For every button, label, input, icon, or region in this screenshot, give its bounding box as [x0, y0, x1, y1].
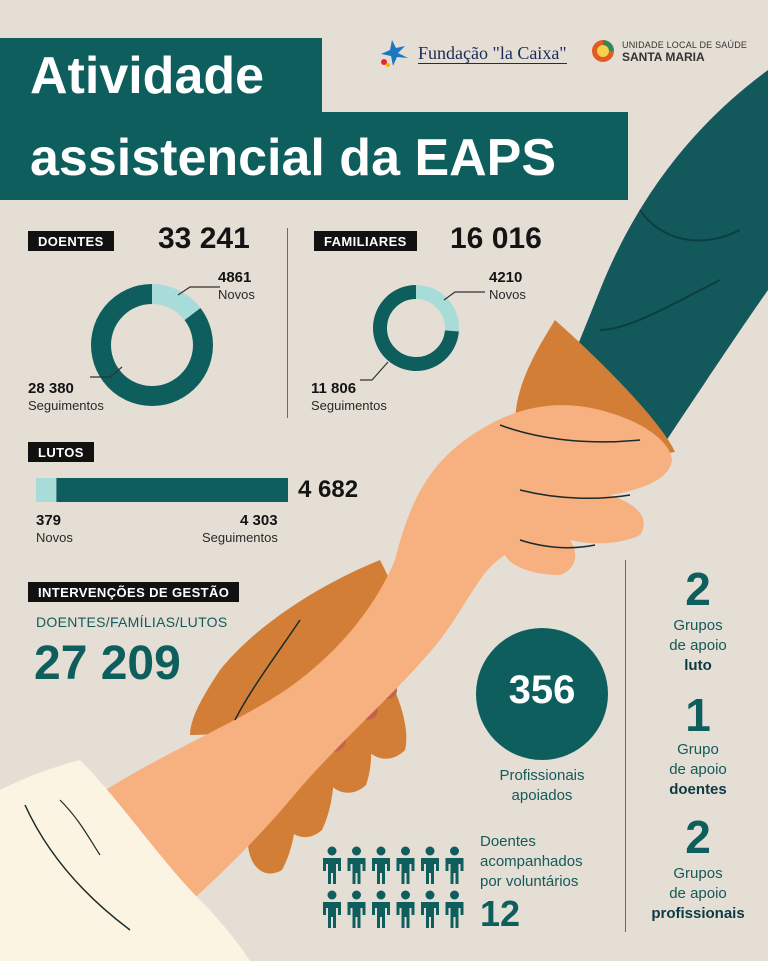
- familiares-tag: FAMILIARES: [314, 231, 417, 251]
- lutos-novos-value: 379: [36, 512, 62, 529]
- dark-hand-back: [190, 560, 420, 735]
- person-icon: [323, 890, 341, 928]
- uls-line1: UNIDADE LOCAL DE SAÚDE: [622, 40, 748, 50]
- gestao-tag: INTERVENÇÕES DE GESTÃO: [28, 582, 240, 602]
- doentes-novos-label: Novos: [218, 287, 255, 302]
- uls-line2: SANTA MARIA: [622, 50, 705, 64]
- familiares-seg-label: Seguimentos: [311, 398, 387, 413]
- sleeve-fold: [639, 209, 741, 242]
- familiares-slice-novos: [415, 285, 459, 332]
- grupo-luto-value: 2: [685, 563, 711, 615]
- familiares-seg-leader: [360, 361, 389, 381]
- familiares-novos-value: 4210: [489, 269, 523, 286]
- voluntarios-label-2: acompanhados: [480, 853, 583, 870]
- doentes-total: 33 241: [158, 222, 250, 255]
- person-icon: [396, 890, 415, 928]
- star-icon: [381, 40, 408, 67]
- voluntarios-label-1: Doentes: [480, 833, 536, 850]
- voluntarios-value: 12: [480, 893, 521, 934]
- sleeve-fold: [599, 279, 721, 331]
- person-icon: [445, 846, 464, 884]
- profissionais-value: 356: [508, 668, 576, 712]
- profissionais-label-1: Profissionais: [499, 767, 585, 784]
- gestao-subtitle: DOENTES/FAMÍLIAS/LUTOS: [36, 614, 228, 630]
- grupo-profissionais-line2: de apoio: [669, 885, 727, 902]
- lutos-tag: LUTOS: [28, 442, 94, 462]
- uls-emblem-icon: [592, 40, 614, 62]
- sleeve-shape: [540, 70, 768, 450]
- person-icon: [323, 846, 341, 884]
- doentes-slice-seguimentos: [91, 284, 213, 406]
- person-icon: [372, 846, 390, 884]
- shirt-cuff: [0, 760, 250, 961]
- person-icon: [347, 890, 366, 928]
- familiares-donut-chart: [360, 285, 485, 381]
- doentes-novos-value: 4861: [218, 269, 252, 286]
- doentes-novos-leader: [177, 286, 220, 296]
- lutos-bar-novos: [36, 478, 57, 502]
- familiares-seg-value: 11 806: [311, 380, 357, 397]
- knuckle-line: [519, 539, 596, 549]
- familiares-novos-leader: [443, 291, 485, 301]
- doentes-seg-value: 28 380: [28, 380, 74, 397]
- doentes-slice-novos: [151, 284, 201, 321]
- uls-logo: UNIDADE LOCAL DE SAÚDE SANTA MARIA: [590, 38, 747, 64]
- light-arm: [40, 405, 672, 940]
- volunteer-people-icons: [323, 846, 464, 928]
- profissionais-label-2: apoiados: [511, 787, 573, 804]
- familiares-novos-label: Novos: [489, 287, 526, 302]
- person-icon: [421, 846, 439, 884]
- grupo-doentes-value: 1: [685, 689, 711, 741]
- lutos-seg-value: 4 303: [240, 512, 278, 529]
- doentes-donut-chart: [90, 284, 220, 406]
- grupo-profissionais-bold: profissionais: [651, 905, 745, 922]
- doentes-seg-leader: [90, 366, 123, 378]
- doentes-tag: DOENTES: [28, 231, 114, 251]
- grupo-luto-line1: Grupos: [673, 617, 723, 634]
- sponsor-logo-text: Fundação "la Caixa": [418, 42, 567, 64]
- grupo-luto-bold: luto: [684, 657, 712, 674]
- person-icon: [445, 890, 464, 928]
- person-icon: [421, 890, 439, 928]
- lutos-novos-label: Novos: [36, 530, 73, 545]
- person-icon: [347, 846, 366, 884]
- voluntarios-label-3: por voluntários: [480, 873, 579, 890]
- grupo-luto-line2: de apoio: [669, 637, 727, 654]
- person-icon: [396, 846, 415, 884]
- lutos-bar-chart: [36, 478, 288, 502]
- page-title-line2: assistencial da EAPS: [0, 112, 628, 200]
- lutos-bar-seguimentos: [56, 478, 288, 502]
- lutos-seg-label: Seguimentos: [202, 530, 278, 545]
- grupo-doentes-bold: doentes: [669, 781, 727, 798]
- grupo-profissionais-line1: Grupos: [673, 865, 723, 882]
- knuckle-line: [519, 489, 631, 499]
- section-divider: [287, 228, 288, 418]
- cuff-fold: [59, 799, 101, 856]
- lutos-total: 4 682: [298, 476, 359, 503]
- cuff-fold: [24, 804, 131, 931]
- person-icon: [372, 890, 390, 928]
- arm-line: [234, 619, 301, 721]
- fundacao-logo: Fundação "la Caixa": [378, 38, 567, 68]
- page-title-line1: Atividade: [0, 38, 322, 112]
- profissionais-circle: [476, 628, 608, 760]
- familiares-slice-seguimentos: [373, 285, 459, 371]
- knuckle-line: [499, 424, 641, 443]
- familiares-total: 16 016: [450, 222, 542, 255]
- grupo-doentes-line1: Grupo: [677, 741, 719, 758]
- doentes-seg-label: Seguimentos: [28, 398, 104, 413]
- gestao-total: 27 209: [34, 637, 181, 690]
- grupo-doentes-line2: de apoio: [669, 761, 727, 778]
- uls-name: UNIDADE LOCAL DE SAÚDE SANTA MARIA: [622, 39, 747, 63]
- grupos-divider: [625, 560, 626, 932]
- grupo-profissionais-value: 2: [685, 811, 711, 863]
